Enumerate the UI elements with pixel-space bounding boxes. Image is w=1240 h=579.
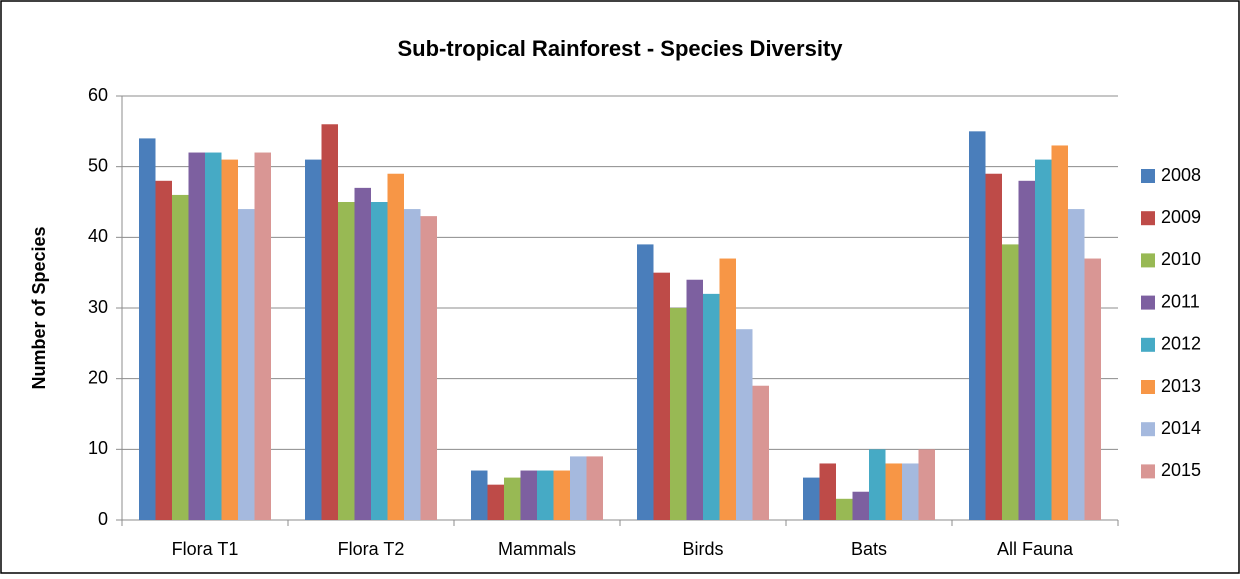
bar	[703, 293, 720, 520]
bar	[719, 258, 736, 520]
bar	[653, 272, 670, 520]
bar	[637, 244, 654, 520]
bar	[487, 484, 504, 520]
y-tick-label: 10	[88, 438, 108, 458]
y-tick-label: 20	[88, 367, 108, 387]
bar	[155, 180, 172, 521]
bar	[404, 209, 421, 521]
legend-label: 2014	[1161, 418, 1201, 438]
bar	[969, 131, 986, 521]
bar	[836, 498, 853, 520]
legend-swatch	[1141, 422, 1155, 437]
bar	[885, 463, 902, 520]
legend-label: 2009	[1161, 207, 1201, 227]
bar	[1051, 145, 1068, 520]
bar	[254, 152, 271, 521]
bar	[188, 152, 205, 521]
legend-label: 2012	[1161, 334, 1201, 354]
x-tick-label: Flora T2	[338, 539, 405, 559]
bar	[586, 456, 603, 520]
x-tick-label: Birds	[682, 539, 723, 559]
legend-label: 2013	[1161, 376, 1201, 396]
legend-label: 2011	[1161, 291, 1200, 311]
bar	[520, 470, 537, 520]
bar	[321, 124, 338, 521]
y-tick-label: 0	[98, 509, 108, 529]
bar	[1068, 209, 1085, 521]
legend-swatch	[1141, 337, 1155, 352]
legend-label: 2010	[1161, 249, 1201, 269]
bar	[1035, 159, 1052, 520]
legend-swatch	[1141, 295, 1155, 310]
legend-label: 2015	[1161, 460, 1201, 480]
bar	[1002, 244, 1019, 520]
bar	[139, 138, 156, 520]
bar	[752, 385, 769, 520]
legend-swatch	[1141, 211, 1155, 226]
bar	[371, 202, 388, 520]
legend-swatch	[1141, 169, 1155, 183]
x-tick-label: Bats	[851, 539, 887, 559]
bar	[686, 279, 703, 520]
legend-swatch	[1141, 380, 1155, 394]
bar	[803, 477, 820, 520]
bar	[819, 463, 836, 520]
bar	[172, 194, 189, 520]
bar	[537, 470, 554, 520]
legend-swatch	[1141, 253, 1155, 268]
bar	[902, 463, 919, 520]
bar	[205, 152, 222, 521]
bar	[354, 187, 371, 520]
x-tick-label: Mammals	[498, 539, 576, 559]
bar	[670, 308, 687, 520]
bar	[238, 209, 255, 521]
bar	[869, 449, 886, 520]
x-tick-label: All Fauna	[997, 539, 1074, 559]
bar	[553, 470, 570, 520]
bar	[471, 470, 488, 520]
y-tick-label: 40	[88, 226, 108, 246]
chart-title: Sub-tropical Rainforest - Species Divers…	[397, 36, 843, 61]
bar	[918, 449, 935, 520]
bar	[504, 477, 521, 520]
bar	[985, 173, 1002, 520]
bar	[221, 159, 238, 520]
bar	[736, 329, 753, 520]
y-tick-label: 60	[88, 85, 108, 105]
legend-swatch	[1141, 464, 1155, 479]
bar	[570, 456, 587, 520]
legend-label: 2008	[1161, 165, 1201, 185]
bar	[1084, 258, 1101, 520]
bar	[387, 173, 404, 520]
y-tick-label: 30	[88, 297, 108, 317]
bar	[1018, 180, 1035, 521]
bar	[338, 202, 355, 520]
y-tick-label: 50	[88, 155, 108, 175]
y-axis-label: Number of Species	[29, 226, 49, 389]
x-tick-label: Flora T1	[172, 539, 239, 559]
bar	[420, 216, 437, 520]
bar	[305, 159, 322, 520]
bar	[852, 491, 869, 520]
